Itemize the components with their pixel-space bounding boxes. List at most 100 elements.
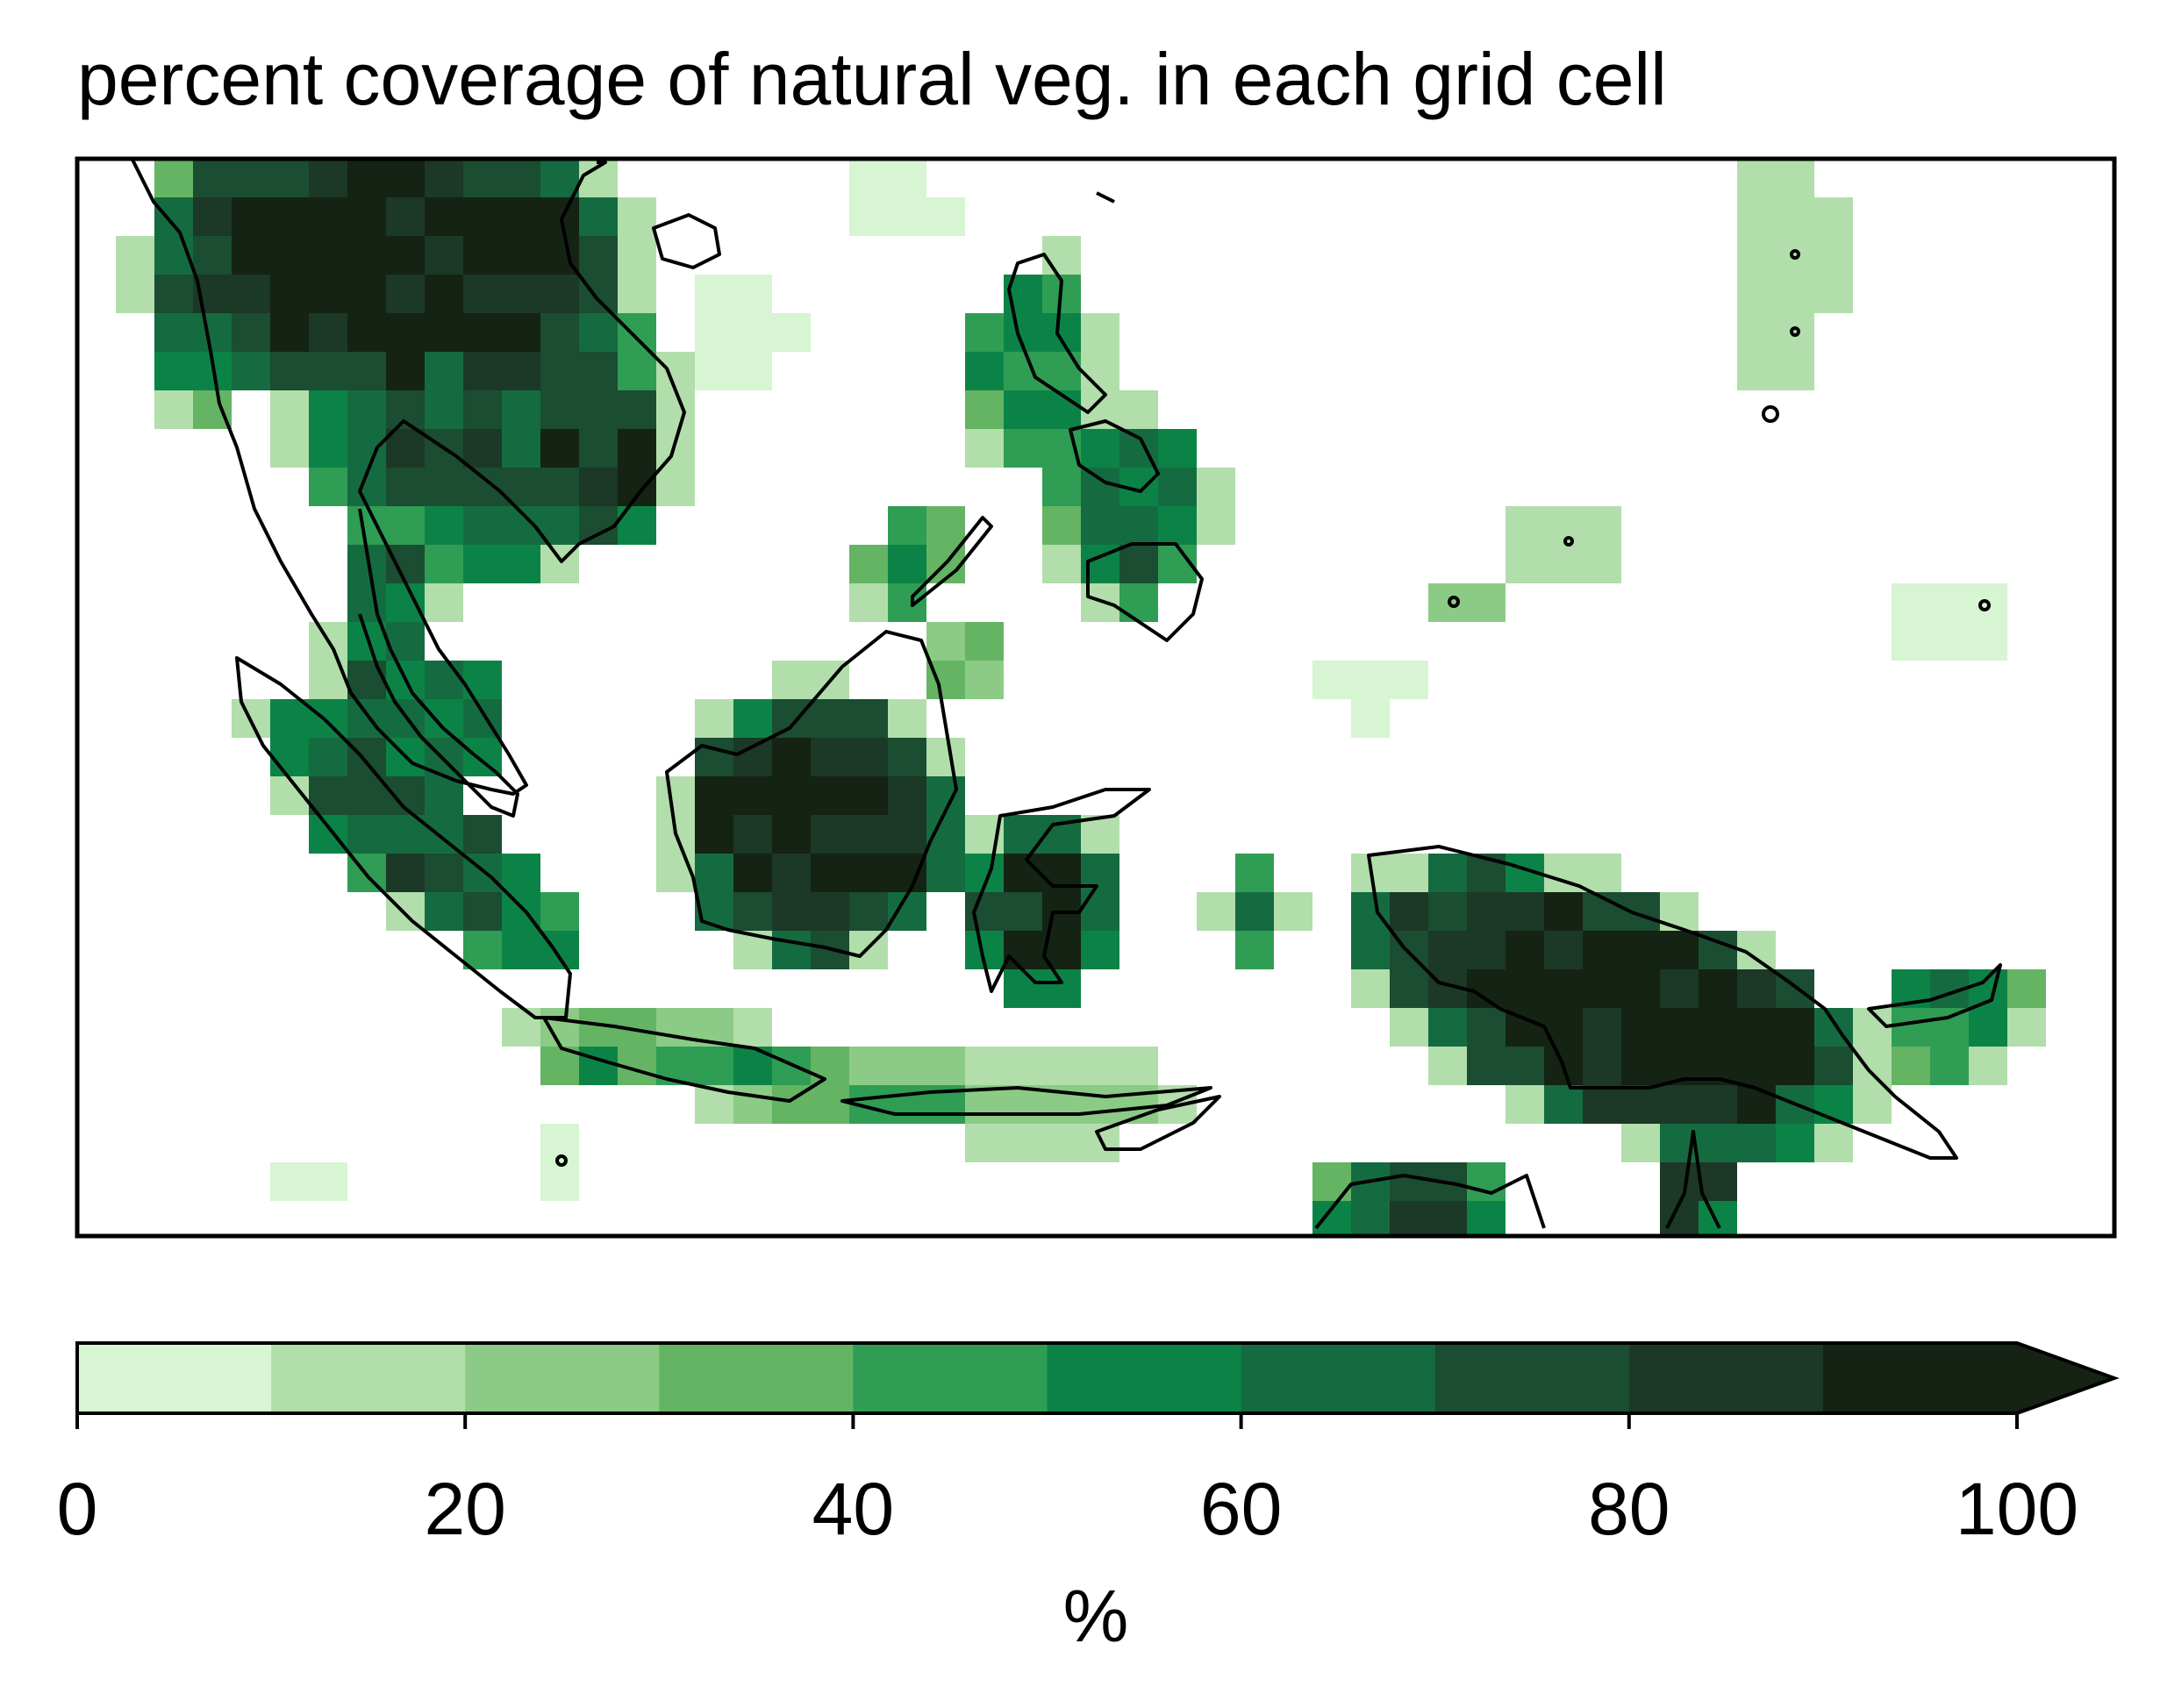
colorbar-outline [75, 1341, 2120, 1415]
grid-cell [888, 815, 926, 854]
grid-cell [502, 236, 540, 275]
grid-cell [1814, 197, 1853, 236]
grid-cell [1467, 583, 1506, 622]
grid-cell [888, 854, 926, 892]
grid-cell [309, 159, 347, 197]
colorbar-tick-label: 0 [56, 1468, 98, 1550]
grid-cell [347, 352, 386, 390]
grid-cell [309, 429, 347, 468]
grid-cell [309, 815, 347, 854]
grid-cell [888, 159, 926, 197]
grid-cell [1119, 390, 1158, 429]
grid-cell [926, 197, 965, 236]
grid-cell [1119, 583, 1158, 622]
grid-cell [1235, 892, 1274, 931]
grid-cell [772, 313, 811, 352]
grid-cell [463, 506, 502, 545]
colorbar-bin [77, 1343, 272, 1413]
grid-cell [965, 892, 1004, 931]
grid-cell [270, 1162, 309, 1201]
grid-cell [232, 275, 270, 313]
grid-cell [232, 236, 270, 275]
grid-cell [425, 468, 463, 506]
colorbar-bin [1628, 1343, 1824, 1413]
grid-cell [1390, 969, 1428, 1008]
grid-cell [1892, 622, 1930, 661]
grid-cell [1506, 506, 1544, 545]
grid-cell [1158, 468, 1197, 506]
grid-cell [849, 545, 888, 583]
grid-cell [695, 275, 733, 313]
grid-cell [888, 738, 926, 776]
grid-cell [1428, 1008, 1467, 1047]
grid-cell [888, 545, 926, 583]
grid-cell [1930, 1008, 1969, 1047]
grid-cell [116, 236, 154, 275]
grid-cell [811, 699, 849, 738]
grid-cell [270, 352, 309, 390]
grid-cell [965, 429, 1004, 468]
grid-cell [1351, 1201, 1390, 1236]
grid-cell [1737, 236, 1776, 275]
grid-cell [347, 313, 386, 352]
grid-cell [888, 197, 926, 236]
grid-cell [347, 583, 386, 622]
grid-cell [811, 1047, 849, 1085]
grid-cell [1621, 1124, 1660, 1162]
grid-cell [386, 506, 425, 545]
colorbar-label: % [1062, 1575, 1129, 1657]
grid-cell [1042, 545, 1081, 583]
grid-cell [347, 429, 386, 468]
grid-cell [1119, 1047, 1158, 1085]
grid-cell [232, 197, 270, 236]
island-marker [555, 1154, 568, 1167]
grid-cell [309, 738, 347, 776]
grid-cell [1737, 352, 1776, 390]
grid-cell [309, 275, 347, 313]
grid-cell [772, 892, 811, 931]
island-marker [1448, 596, 1460, 608]
grid-cell [540, 275, 579, 313]
grid-cell [1042, 1047, 1081, 1085]
grid-cell [502, 390, 540, 429]
grid-cell [1621, 969, 1660, 1008]
grid-cell [502, 545, 540, 583]
grid-cell [772, 854, 811, 892]
grid-cell [733, 1008, 772, 1047]
grid-cell [1814, 1047, 1853, 1085]
coastline-borneo [665, 630, 958, 958]
grid-cell [309, 390, 347, 429]
grid-cell [309, 236, 347, 275]
grid-cell [1892, 583, 1930, 622]
island-marker [1563, 536, 1574, 547]
grid-cell [386, 429, 425, 468]
grid-cell [1583, 545, 1621, 583]
grid-cell [347, 390, 386, 429]
coastline-cape-york [1665, 1130, 1721, 1229]
grid-cell [579, 390, 618, 429]
grid-cell [386, 197, 425, 236]
grid-cell [386, 468, 425, 506]
colorbar [75, 1341, 2120, 1415]
grid-cell [1467, 892, 1506, 931]
grid-cell [926, 622, 965, 661]
grid-cell [1428, 892, 1467, 931]
grid-cell [1197, 506, 1235, 545]
grid-cell [1081, 931, 1119, 969]
coastline-lesser-sunda [840, 1086, 1212, 1116]
grid-cell [1004, 1085, 1042, 1124]
grid-cell [1158, 429, 1197, 468]
grid-cell [1467, 1201, 1506, 1236]
grid-cell [811, 892, 849, 931]
grid-cell [1969, 1047, 2007, 1085]
grid-cell [193, 236, 232, 275]
grid-cell [2007, 1008, 2046, 1047]
grid-cell [579, 352, 618, 390]
grid-cell [618, 429, 656, 468]
coastline-luzon [1007, 253, 1107, 414]
grid-cell [1583, 854, 1621, 892]
grid-cell [540, 892, 579, 931]
grid-cell [1814, 1124, 1853, 1162]
grid-cell [1390, 661, 1428, 699]
grid-cell [849, 197, 888, 236]
